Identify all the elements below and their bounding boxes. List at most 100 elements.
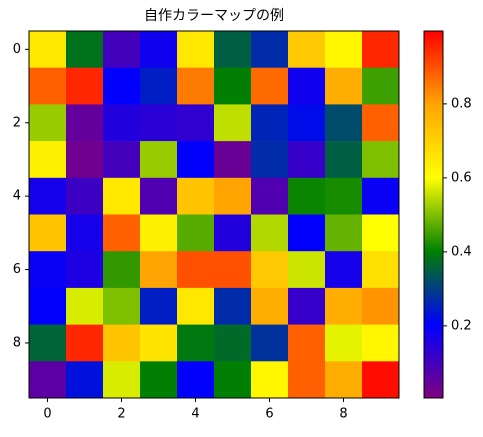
heatmap-cell xyxy=(214,104,252,142)
heatmap-cell xyxy=(214,31,252,68)
heatmap-cell xyxy=(140,67,178,105)
heatmap-cell xyxy=(325,141,363,179)
heatmap-cell xyxy=(103,31,141,68)
heatmap-cell xyxy=(103,361,141,399)
heatmap-cell xyxy=(103,141,141,179)
heatmap-cell xyxy=(214,177,252,215)
heatmap-cell xyxy=(103,214,141,252)
heatmap-cell xyxy=(325,361,363,399)
heatmap-cell xyxy=(214,67,252,105)
heatmap-cell xyxy=(66,251,104,289)
x-tick-label: 4 xyxy=(191,407,199,422)
heatmap-cell xyxy=(214,324,252,362)
heatmap-cell xyxy=(362,324,400,362)
heatmap-cell xyxy=(177,287,215,325)
heatmap-cell xyxy=(251,104,289,142)
heatmap-cell xyxy=(288,287,326,325)
heatmap-cell xyxy=(103,67,141,105)
heatmap-cell xyxy=(325,214,363,252)
heatmap-cell xyxy=(362,31,400,68)
heatmap-cell xyxy=(177,251,215,289)
heatmap-cell xyxy=(29,31,67,68)
heatmap-cell xyxy=(140,324,178,362)
heatmap-cell xyxy=(140,104,178,142)
heatmap-cell xyxy=(177,31,215,68)
heatmap-cell xyxy=(66,287,104,325)
x-tick-label: 6 xyxy=(265,407,273,422)
heatmap-cell xyxy=(177,104,215,142)
heatmap-cell xyxy=(140,287,178,325)
heatmap-cell xyxy=(325,104,363,142)
heatmap-cell xyxy=(288,177,326,215)
heatmap-cell xyxy=(66,67,104,105)
heatmap-cell xyxy=(66,324,104,362)
y-tick-label: 4 xyxy=(13,189,21,204)
heatmap-cell xyxy=(103,287,141,325)
heatmap-cell xyxy=(29,67,67,105)
heatmap-cell xyxy=(103,104,141,142)
heatmap-cell xyxy=(214,251,252,289)
heatmap-cell xyxy=(325,31,363,68)
y-tick-label: 2 xyxy=(13,115,21,130)
heatmap-cell xyxy=(288,67,326,105)
heatmap-cell xyxy=(288,104,326,142)
heatmap-cell xyxy=(251,141,289,179)
heatmap-cell xyxy=(29,287,67,325)
heatmap-cell xyxy=(177,177,215,215)
heatmap-cell xyxy=(29,104,67,142)
heatmap-cell xyxy=(288,141,326,179)
heatmap-cell xyxy=(251,324,289,362)
heatmap-cell xyxy=(288,214,326,252)
chart-title: 自作カラーマップの例 xyxy=(144,8,284,24)
heatmap-cell xyxy=(29,251,67,289)
heatmap-cell xyxy=(362,287,400,325)
heatmap-cell xyxy=(325,177,363,215)
heatmap-cell xyxy=(66,361,104,399)
heatmap-cell xyxy=(325,324,363,362)
y-tick-label: 0 xyxy=(13,42,21,57)
heatmap-cell xyxy=(362,361,400,399)
x-tick-label: 2 xyxy=(117,407,125,422)
heatmap-cell xyxy=(29,361,67,399)
colorbar-tick-label: 0.8 xyxy=(451,96,472,111)
heatmap-cell xyxy=(177,361,215,399)
heatmap-cell xyxy=(325,67,363,105)
heatmap-cell xyxy=(29,141,67,179)
colorbar xyxy=(423,30,444,399)
heatmap-cell xyxy=(66,141,104,179)
heatmap-cell xyxy=(140,177,178,215)
heatmap-cell xyxy=(251,287,289,325)
heatmap-cell xyxy=(29,214,67,252)
heatmap-cell xyxy=(325,251,363,289)
heatmap-cell xyxy=(288,324,326,362)
heatmap-cell xyxy=(214,287,252,325)
heatmap-cell xyxy=(288,251,326,289)
heatmap-cell xyxy=(362,177,400,215)
heatmap-cell xyxy=(362,67,400,105)
heatmap-cell xyxy=(140,141,178,179)
heatmap-cell xyxy=(362,141,400,179)
heatmap-cell xyxy=(288,361,326,399)
heatmap-cell xyxy=(140,251,178,289)
heatmap-cell xyxy=(177,324,215,362)
x-tick-label: 0 xyxy=(43,407,51,422)
heatmap-cell xyxy=(103,251,141,289)
heatmap-cell xyxy=(29,324,67,362)
plot-frame xyxy=(28,30,400,399)
heatmap-cell xyxy=(362,214,400,252)
heatmap-cell xyxy=(251,31,289,68)
heatmap-cell xyxy=(214,141,252,179)
heatmap-cell xyxy=(177,67,215,105)
x-tick-label: 8 xyxy=(339,407,347,422)
heatmap-cell xyxy=(66,177,104,215)
heatmap-cell xyxy=(362,251,400,289)
heatmap-cell xyxy=(251,214,289,252)
heatmap-cell xyxy=(214,214,252,252)
y-tick-label: 8 xyxy=(13,335,21,350)
heatmap-cell xyxy=(251,361,289,399)
heatmap-cell xyxy=(66,214,104,252)
heatmap-cell xyxy=(66,104,104,142)
heatmap-cell xyxy=(140,214,178,252)
colorbar-tick-label: 0.4 xyxy=(451,244,472,259)
